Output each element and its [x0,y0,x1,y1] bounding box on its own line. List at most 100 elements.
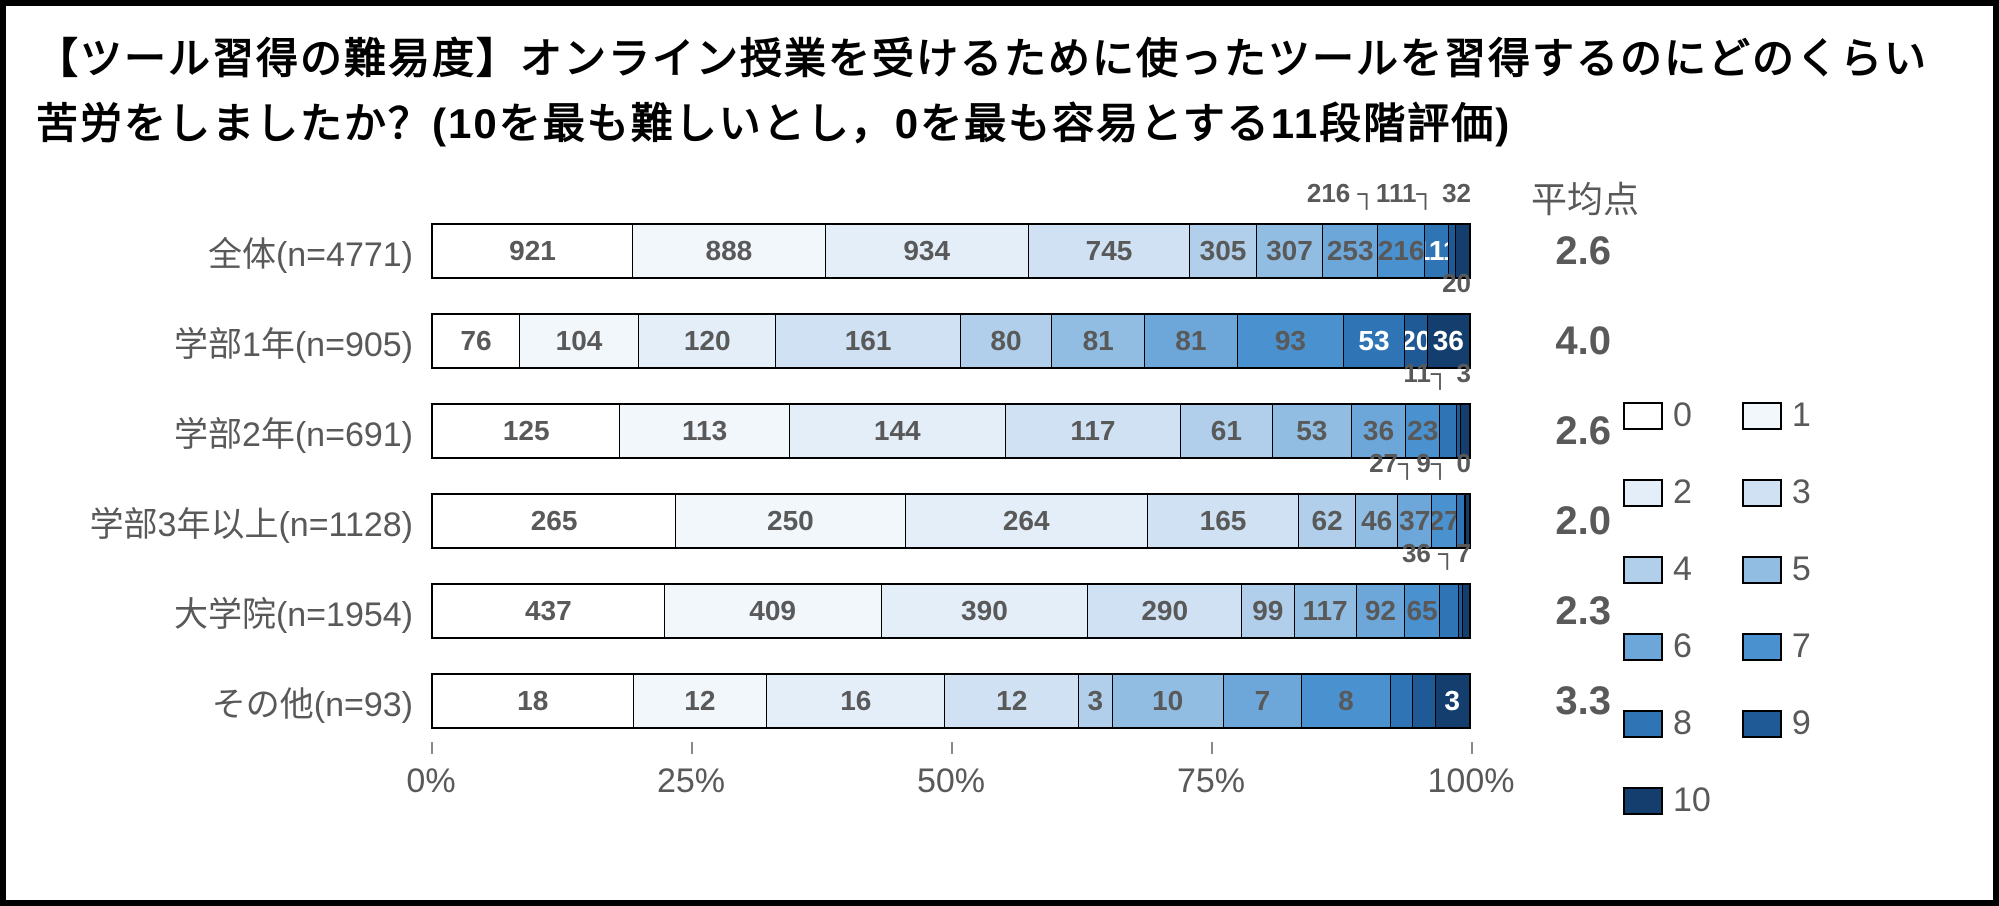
x-tick-mark [951,742,953,754]
bar-segment: 7 [1224,675,1302,727]
legend-item: 6 [1623,627,1692,666]
bar-segment: 81 [1145,315,1238,367]
legend-label: 8 [1673,704,1692,743]
x-tick-label: 50% [917,762,985,801]
overflow-labels: 20 [1442,268,1471,299]
bar-segment: 3 [1436,675,1469,727]
x-tick-mark [431,742,433,754]
x-tick-mark [1471,742,1473,754]
legend-swatch [1742,633,1782,661]
x-tick-mark [691,742,693,754]
legend-row: 01 [1623,396,1923,435]
legend-label: 4 [1673,550,1692,589]
bar-wrap: 26525026416562463727 [431,493,1471,549]
bar-segment: 120 [639,315,776,367]
bar-row: 学部1年(n=905)2076104120161808181935320364.… [36,296,1636,386]
avg-value: 3.3 [1471,679,1611,724]
bar-segment: 161 [776,315,960,367]
bar-segment: 250 [676,495,905,547]
legend-swatch [1623,633,1663,661]
legend-label: 10 [1673,781,1711,820]
bar-segment: 745 [1029,225,1191,277]
bar-segment: 390 [882,585,1089,637]
bar-segment: 437 [433,585,665,637]
legend-item: 0 [1623,396,1692,435]
legend: 012345678910 [1623,396,1923,858]
bar-segment: 3 [1079,675,1112,727]
x-tick-mark [1211,742,1213,754]
legend-item: 10 [1623,781,1711,820]
legend-row: 23 [1623,473,1923,512]
bar-segment: 265 [433,495,676,547]
x-tick-label: 0% [406,762,455,801]
bar-segment: 99 [1242,585,1294,637]
bar-wrap: 7610412016180818193532036 [431,313,1471,369]
row-label: 学部3年以上(n=1128) [36,497,431,546]
bar-wrap: 12511314411761533623 [431,403,1471,459]
legend-label: 9 [1792,704,1811,743]
row-label: その他(n=93) [36,677,431,726]
legend-label: 1 [1792,396,1811,435]
legend-item: 4 [1623,550,1692,589]
legend-item: 5 [1742,550,1811,589]
bar-segment: 165 [1148,495,1299,547]
legend-swatch [1742,402,1782,430]
bar-row: 学部3年以上(n=1128)27┐9┐ 02652502641656246372… [36,476,1636,566]
bar-segment: 12 [634,675,768,727]
avg-value: 2.0 [1471,499,1611,544]
stacked-bar: 18121612310783 [431,673,1471,729]
bar-segment: 53 [1344,315,1405,367]
bar-row: 全体(n=4771)216 ┐111┐ 32921888934745305307… [36,206,1636,296]
legend-item: 3 [1742,473,1811,512]
chart-area: 平均点 全体(n=4771)216 ┐111┐ 3292188893474530… [36,166,1963,866]
legend-item: 9 [1742,704,1811,743]
stacked-bar: 7610412016180818193532036 [431,313,1471,369]
bar-wrap: 437409390290991179265 [431,583,1471,639]
legend-label: 2 [1673,473,1692,512]
bar-wrap: 921888934745305307253216111 [431,223,1471,279]
avg-value: 2.3 [1471,589,1611,634]
bar-segment [1391,675,1413,727]
bar-segment: 76 [433,315,520,367]
legend-swatch [1742,479,1782,507]
bar-segment: 18 [433,675,634,727]
legend-row: 67 [1623,627,1923,666]
avg-value: 2.6 [1471,229,1611,274]
x-axis: 0%25%50%75%100% [431,756,1471,816]
bar-segment: 113 [620,405,789,457]
x-tick-label: 25% [657,762,725,801]
bar-segment: 61 [1181,405,1272,457]
legend-swatch [1742,556,1782,584]
bar-segment: 117 [1295,585,1357,637]
bar-segment [1440,585,1459,637]
bar-segment: 16 [767,675,945,727]
stacked-bar: 437409390290991179265 [431,583,1471,639]
bar-segment: 12 [945,675,1079,727]
row-label: 大学院(n=1954) [36,587,431,636]
legend-item: 7 [1742,627,1811,666]
bar-segment: 65 [1405,585,1439,637]
legend-item: 2 [1623,473,1692,512]
legend-label: 0 [1673,396,1692,435]
bar-segment: 409 [665,585,882,637]
bar-row: その他(n=93)181216123107833.3 [36,656,1636,746]
bar-segment [1413,675,1435,727]
x-tick-label: 100% [1428,762,1515,801]
bar-segment: 888 [633,225,826,277]
bar-segment: 80 [961,315,1053,367]
overflow-labels: 36 ┐7 [1402,538,1471,569]
avg-value: 2.6 [1471,409,1611,454]
bar-wrap: 18121612310783 [431,673,1471,729]
bar-segment: 216 [1378,225,1425,277]
legend-row: 10 [1623,781,1923,820]
stacked-bar: 12511314411761533623 [431,403,1471,459]
row-label: 学部1年(n=905) [36,317,431,366]
legend-swatch [1742,710,1782,738]
bar-segment: 264 [906,495,1148,547]
legend-swatch [1623,787,1663,815]
legend-row: 89 [1623,704,1923,743]
bar-segment: 46 [1356,495,1398,547]
legend-row: 45 [1623,550,1923,589]
legend-label: 7 [1792,627,1811,666]
bar-segment [1463,585,1469,637]
